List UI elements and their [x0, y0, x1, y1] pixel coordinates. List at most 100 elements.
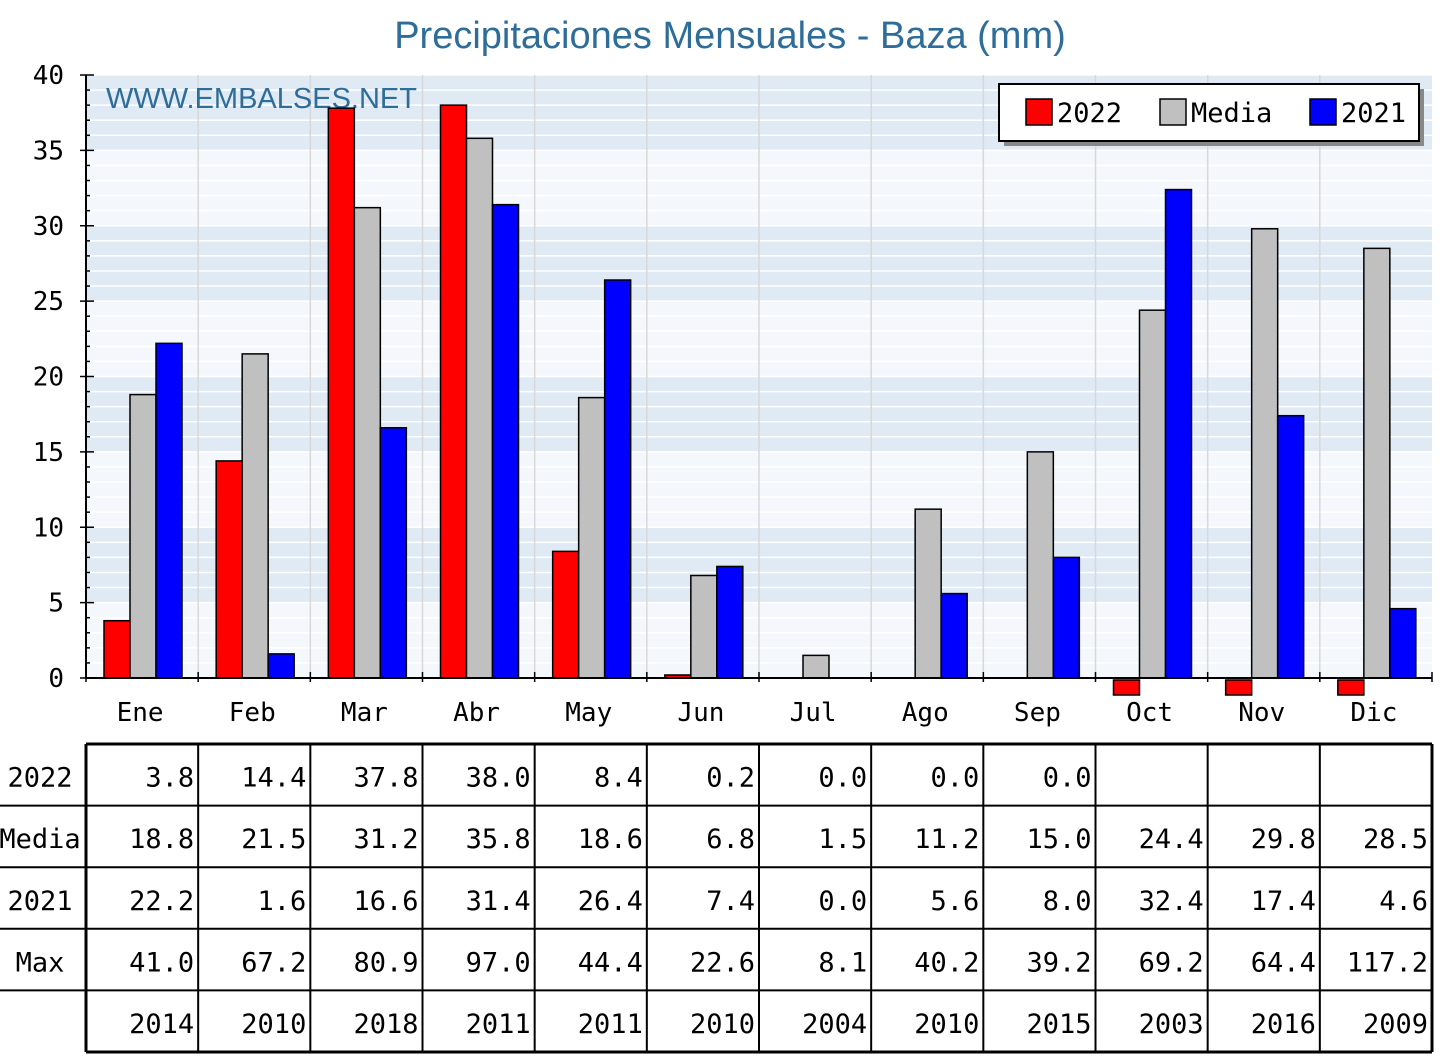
table-cell: 8.1 [818, 947, 867, 978]
table-cell: 4.6 [1379, 886, 1428, 917]
table-row-label: Max [16, 947, 65, 978]
bar-2022-dic [1337, 679, 1365, 696]
bar-media-mar [353, 206, 382, 679]
table-cell: 21.5 [241, 824, 306, 855]
table-cell: 67.2 [241, 947, 306, 978]
table-cell: 22.2 [129, 886, 194, 917]
table-cell: 97.0 [466, 947, 531, 978]
table-cell: 2004 [802, 1009, 867, 1040]
table-cell: 2010 [690, 1009, 755, 1040]
table-cell: 28.5 [1363, 824, 1428, 855]
bar-2021-dic [1389, 607, 1417, 679]
x-tick-label: Mar [341, 698, 388, 728]
bar-media-feb [241, 353, 269, 679]
legend: 2022 Media 2021 [998, 83, 1424, 146]
y-tick-label: 35 [33, 136, 64, 166]
bar-2021-ene [155, 342, 183, 679]
x-tick-label: Oct [1126, 698, 1173, 728]
bar-2022-ene [103, 619, 131, 679]
gridlines [86, 74, 1432, 679]
bar-media-ago [914, 508, 942, 679]
table-cell: 0.0 [931, 763, 980, 794]
table-cell: 2015 [1026, 1009, 1091, 1040]
bar-2021-sep [1052, 556, 1081, 679]
bar-media-jun [690, 574, 718, 679]
table-cell: 1.5 [818, 824, 867, 855]
bar-2021-abr [491, 203, 520, 679]
table-cell: 2003 [1139, 1009, 1204, 1040]
table-row-label: 2021 [7, 886, 72, 917]
x-tick-label: Jul [790, 698, 837, 728]
table-cell: 22.6 [690, 947, 755, 978]
table-cell: 11.2 [914, 824, 979, 855]
bar-media-ene [129, 393, 157, 679]
table-cell: 69.2 [1139, 947, 1204, 978]
bar-2022-oct [1112, 679, 1141, 696]
x-tick-label: Sep [1014, 698, 1061, 728]
table-cell: 14.4 [241, 763, 306, 794]
bar-media-dic [1363, 247, 1391, 679]
table-cell: 0.0 [818, 886, 867, 917]
table-cell: 44.4 [578, 947, 643, 978]
y-tick-label: 25 [33, 287, 64, 317]
legend-label-media: Media [1191, 98, 1272, 129]
y-tick-label: 30 [33, 212, 64, 242]
table-cell: 39.2 [1026, 947, 1091, 978]
table-cell: 5.6 [931, 886, 980, 917]
table-cell: 64.4 [1251, 947, 1316, 978]
table-cell: 6.8 [706, 824, 755, 855]
table-cell: 2011 [578, 1009, 643, 1040]
bar-2021-jun [716, 565, 744, 679]
legend-swatch-media [1159, 98, 1187, 126]
bar-2022-nov [1224, 679, 1253, 696]
table-cell: 40.2 [914, 947, 979, 978]
table-cell: 2010 [914, 1009, 979, 1040]
legend-box [998, 83, 1420, 142]
y-tick-label: 20 [33, 363, 64, 393]
x-tick-label: Dic [1350, 698, 1397, 728]
table-cell: 35.8 [466, 824, 531, 855]
x-tick-label: Ene [117, 698, 164, 728]
bar-2021-oct [1164, 188, 1193, 679]
table-cell: 0.2 [706, 763, 755, 794]
table-row-label: 2022 [7, 763, 72, 794]
table-cell: 41.0 [129, 947, 194, 978]
table-cell: 2016 [1251, 1009, 1316, 1040]
bar-2021-ago [940, 592, 968, 679]
x-tick-label: Jun [677, 698, 724, 728]
table-cell: 8.0 [1043, 886, 1092, 917]
x-tick-label: Feb [229, 698, 276, 728]
x-tick-label: Ago [902, 698, 949, 728]
table-cell: 31.2 [353, 824, 418, 855]
axes [80, 74, 1433, 682]
table-cell: 117.2 [1347, 947, 1428, 978]
bar-2021-feb [267, 653, 295, 679]
x-axis-ticks: Ene Feb Mar Abr May Jun Jul Ago Sep Oct Nov Dic [117, 698, 1398, 728]
table-cell: 32.4 [1139, 886, 1204, 917]
bar-2021-mar [379, 427, 408, 679]
y-tick-label: 15 [33, 438, 64, 468]
table-cell: 2018 [353, 1009, 418, 1040]
legend-swatch-2022 [1025, 98, 1053, 126]
bar-2021-may [603, 279, 632, 679]
table-cell: 18.6 [578, 824, 643, 855]
table-cell: 3.8 [145, 763, 194, 794]
table-cell: 2010 [241, 1009, 306, 1040]
y-axis-ticks: 0 5 10 15 20 25 30 35 40 [33, 61, 64, 694]
legend-label-2021: 2021 [1341, 98, 1406, 129]
table-cell: 80.9 [353, 947, 418, 978]
table-cell: 1.6 [258, 886, 307, 917]
x-tick-label: Nov [1238, 698, 1285, 728]
table-cell: 26.4 [578, 886, 643, 917]
table-cell: 7.4 [706, 886, 755, 917]
bar-media-oct [1138, 309, 1167, 679]
data-table: 2022 3.8 14.4 37.8 38.0 8.4 0.2 0.0 0.0 0.0 Media 1… [0, 742, 1434, 1054]
x-tick-label: Abr [453, 698, 500, 728]
y-tick-label: 10 [33, 513, 64, 543]
bar-2021-nov [1276, 414, 1305, 679]
chart-title: Precipitaciones Mensuales - Baza (mm) [394, 15, 1066, 57]
table-cell: 16.6 [353, 886, 418, 917]
x-tick-label: May [565, 698, 612, 728]
bar-media-may [577, 396, 606, 679]
